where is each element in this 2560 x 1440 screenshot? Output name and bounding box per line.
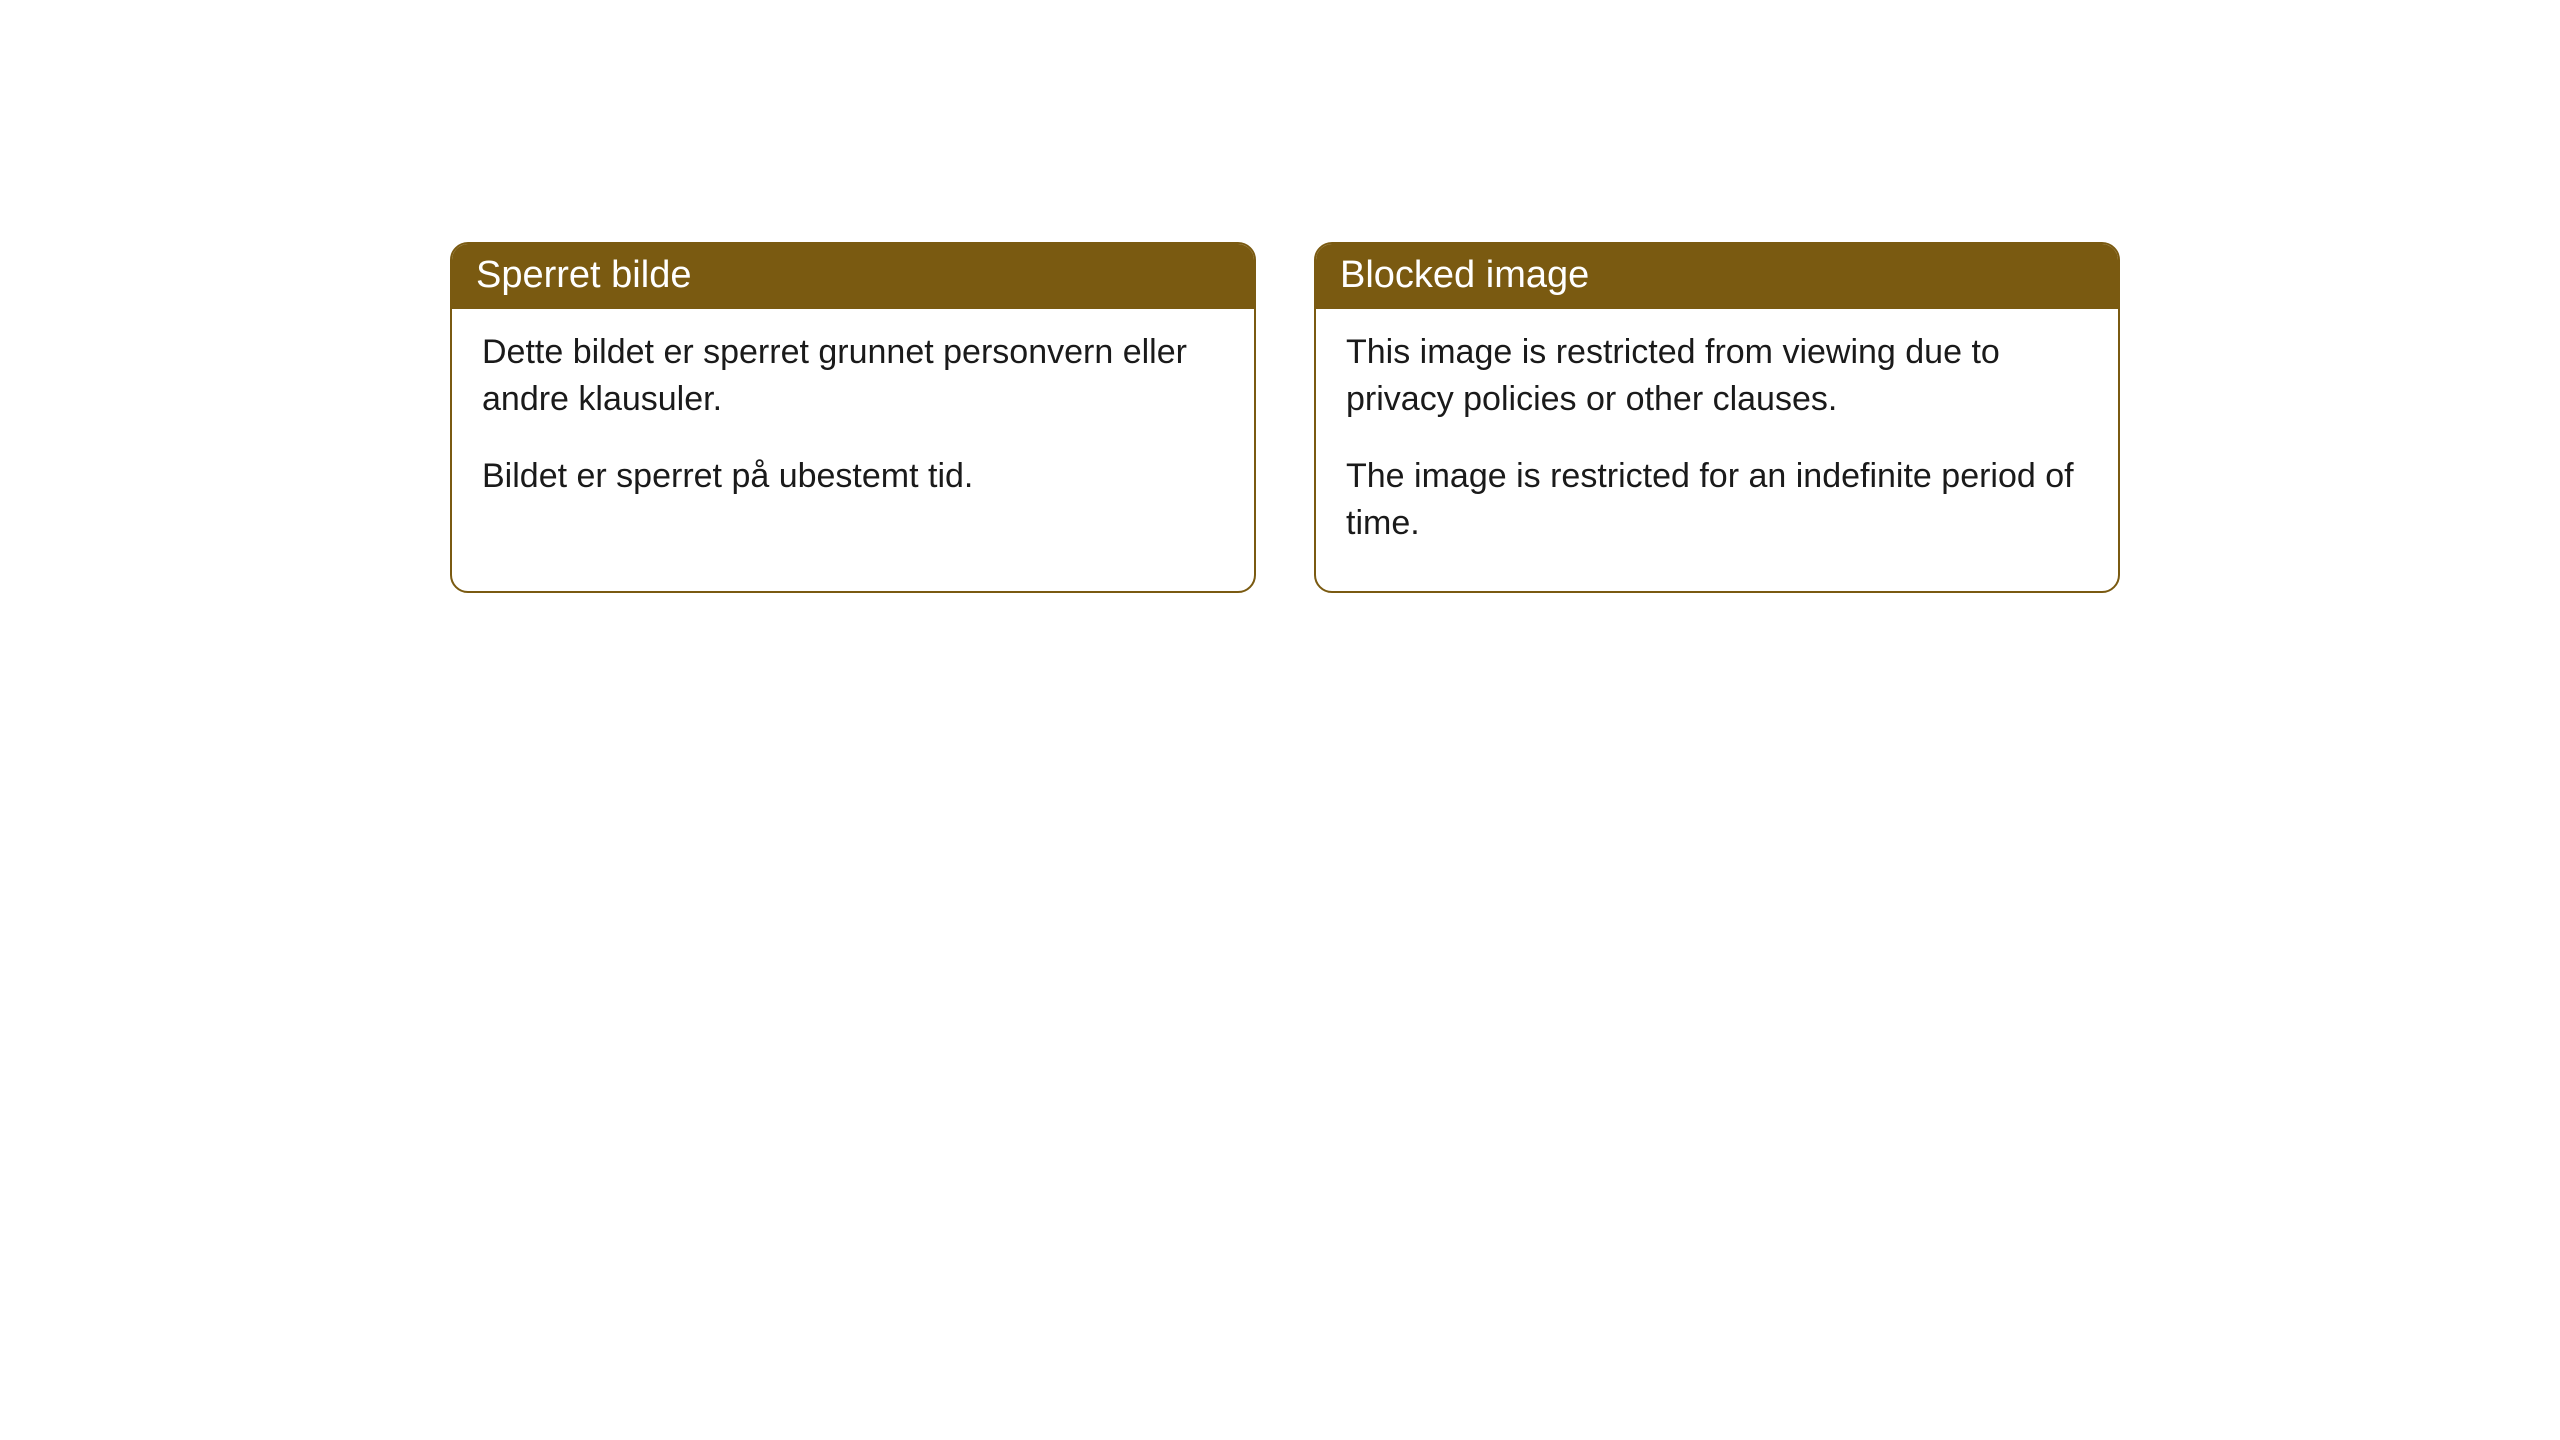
card-text-english-2: The image is restricted for an indefinit… <box>1346 453 2088 547</box>
notice-card-english: Blocked image This image is restricted f… <box>1314 242 2120 593</box>
card-header-english: Blocked image <box>1316 244 2118 309</box>
card-body-norwegian: Dette bildet er sperret grunnet personve… <box>452 309 1254 544</box>
card-text-norwegian-2: Bildet er sperret på ubestemt tid. <box>482 453 1224 500</box>
card-body-english: This image is restricted from viewing du… <box>1316 309 2118 591</box>
card-header-norwegian: Sperret bilde <box>452 244 1254 309</box>
card-text-norwegian-1: Dette bildet er sperret grunnet personve… <box>482 329 1224 423</box>
card-text-english-1: This image is restricted from viewing du… <box>1346 329 2088 423</box>
notice-cards-container: Sperret bilde Dette bildet er sperret gr… <box>450 242 2120 593</box>
notice-card-norwegian: Sperret bilde Dette bildet er sperret gr… <box>450 242 1256 593</box>
